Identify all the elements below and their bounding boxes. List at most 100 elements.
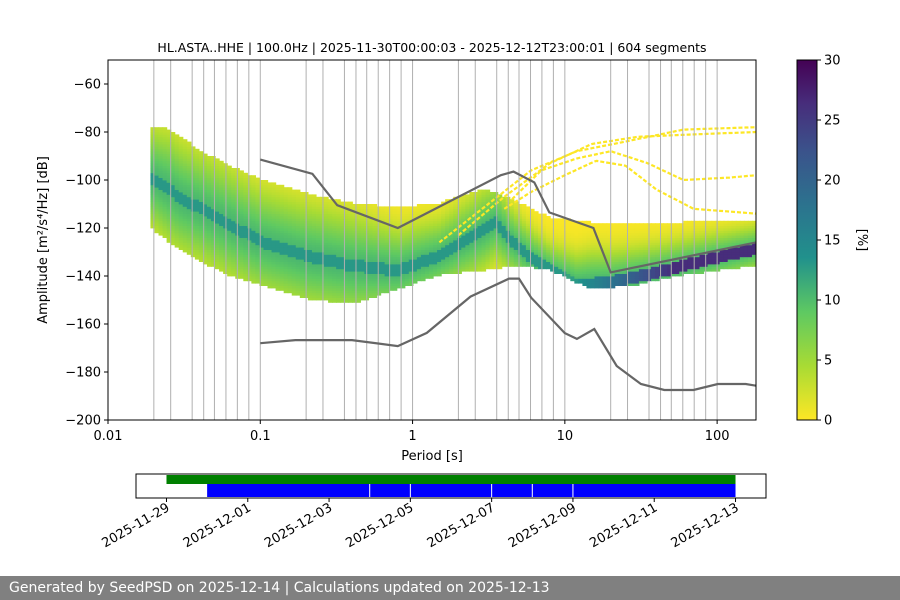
density-cell <box>711 242 717 246</box>
density-cell <box>384 240 390 243</box>
density-cell <box>190 146 196 150</box>
density-cell <box>360 271 366 274</box>
density-cell <box>376 264 382 267</box>
density-cell <box>360 252 366 255</box>
density-cell <box>485 254 491 258</box>
density-cell <box>311 213 317 217</box>
density-cell <box>287 189 293 193</box>
density-cell <box>538 261 543 265</box>
density-cell <box>533 228 539 231</box>
density-cell <box>509 199 515 202</box>
density-cell <box>388 237 394 241</box>
density-cell <box>533 254 539 258</box>
density-cell <box>158 165 164 169</box>
density-cell <box>295 256 301 260</box>
density-cell <box>344 220 349 224</box>
density-cell <box>182 139 188 142</box>
density-cell <box>162 134 168 138</box>
density-cell <box>295 292 301 296</box>
density-cell <box>566 244 571 248</box>
density-cell <box>170 160 176 164</box>
density-cell <box>158 151 164 154</box>
density-cell <box>384 276 390 279</box>
density-cell <box>695 256 701 260</box>
density-cell <box>267 225 273 229</box>
density-cell <box>578 266 584 270</box>
density-cell <box>299 211 305 214</box>
density-cell <box>231 259 236 262</box>
density-cell <box>291 285 297 289</box>
density-cell <box>150 172 156 176</box>
density-cell <box>424 247 430 250</box>
density-cell <box>630 232 636 236</box>
density-cell <box>255 264 261 267</box>
density-cell <box>336 201 341 205</box>
density-cell <box>174 213 180 217</box>
density-cell <box>311 283 317 286</box>
density-cell <box>247 216 252 219</box>
density-cell <box>271 285 277 289</box>
density-cell <box>626 228 632 231</box>
density-cell <box>739 254 745 258</box>
density-cell <box>166 141 172 145</box>
density-cell <box>683 266 688 270</box>
density-cell <box>638 240 644 243</box>
density-cell <box>170 235 176 238</box>
density-cell <box>384 249 390 253</box>
density-cell <box>457 223 462 226</box>
density-cell <box>606 261 612 265</box>
density-cell <box>315 230 321 234</box>
density-cell <box>400 249 406 253</box>
density-cell <box>525 228 531 231</box>
density-cell <box>546 228 551 231</box>
density-cell <box>356 230 361 234</box>
density-cell <box>340 223 345 226</box>
density-cell <box>271 187 277 190</box>
density-cell <box>291 292 297 296</box>
density-cell <box>255 273 261 277</box>
density-cell <box>320 235 325 238</box>
density-cell <box>368 213 374 217</box>
density-cell <box>154 156 160 159</box>
density-cell <box>384 271 390 274</box>
density-cell <box>198 256 204 260</box>
density-cell <box>194 228 200 231</box>
density-cell <box>642 240 648 243</box>
density-cell <box>416 278 422 282</box>
density-cell <box>206 170 212 174</box>
density-cell <box>408 232 414 236</box>
density-cell <box>287 276 293 279</box>
density-cell <box>509 208 515 212</box>
density-cell <box>400 264 406 267</box>
density-cell <box>594 256 600 260</box>
density-cell <box>420 211 426 214</box>
density-cell <box>320 297 325 301</box>
density-cell <box>320 225 325 229</box>
density-cell <box>295 220 301 224</box>
density-cell <box>295 276 301 279</box>
density-cell <box>642 268 648 272</box>
density-cell <box>582 273 588 277</box>
density-cell <box>384 232 390 236</box>
density-cell <box>243 180 248 183</box>
density-cell <box>614 225 620 229</box>
density-cell <box>279 228 285 231</box>
density-cell <box>352 240 357 243</box>
density-cell <box>715 228 721 231</box>
density-cell <box>239 225 244 229</box>
density-cell <box>445 218 450 222</box>
density-cell <box>178 230 184 234</box>
density-cell <box>424 220 430 224</box>
density-cell <box>533 240 539 243</box>
density-cell <box>194 158 200 162</box>
density-cell <box>606 230 612 234</box>
density-cell <box>424 259 430 262</box>
density-cell <box>513 242 519 246</box>
density-cell <box>336 218 341 222</box>
density-cell <box>586 273 592 277</box>
density-cell <box>735 237 741 241</box>
density-cell <box>420 276 426 279</box>
density-cell <box>715 252 721 255</box>
density-cell <box>182 244 188 248</box>
density-cell <box>424 218 430 222</box>
